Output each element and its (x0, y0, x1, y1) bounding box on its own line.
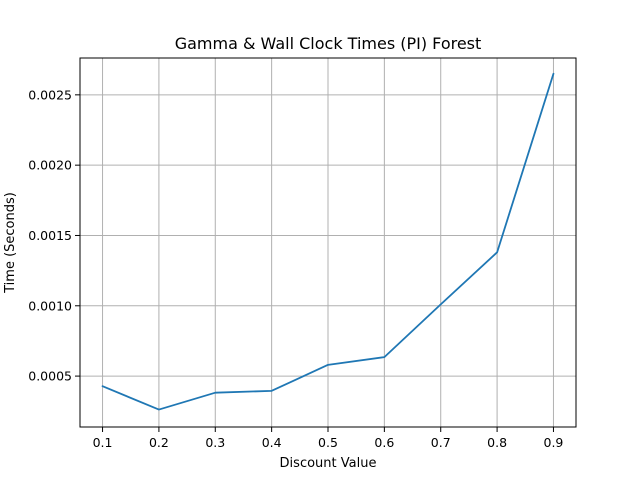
series-layer (101, 72, 555, 411)
x-tick-label: 0.8 (487, 435, 507, 450)
y-tick-label: 0.0025 (28, 87, 72, 102)
x-tick-label: 0.9 (544, 435, 564, 450)
y-tick-label: 0.0010 (28, 298, 72, 313)
x-tick-label: 0.5 (318, 435, 338, 450)
x-tick-label: 0.6 (374, 435, 394, 450)
x-tick-label: 0.7 (431, 435, 451, 450)
x-tick-label: 0.4 (262, 435, 282, 450)
grid (80, 58, 576, 427)
x-axis: 0.1 0.2 0.3 0.4 0.5 0.6 0.7 0.8 0.9 (93, 427, 564, 450)
chart-title: Gamma & Wall Clock Times (PI) Forest (175, 34, 482, 53)
y-tick-label: 0.0015 (28, 228, 72, 243)
y-axis-label: Time (Seconds) (3, 192, 18, 294)
x-axis-label: Discount Value (280, 456, 377, 471)
x-tick-label: 0.1 (93, 435, 113, 450)
y-tick-label: 0.0020 (28, 158, 72, 173)
x-tick-label: 0.2 (149, 435, 169, 450)
x-tick-label: 0.3 (205, 435, 225, 450)
y-axis: 0.0005 0.0010 0.0015 0.0020 0.0025 (28, 87, 80, 384)
y-tick-label: 0.0005 (28, 369, 72, 384)
